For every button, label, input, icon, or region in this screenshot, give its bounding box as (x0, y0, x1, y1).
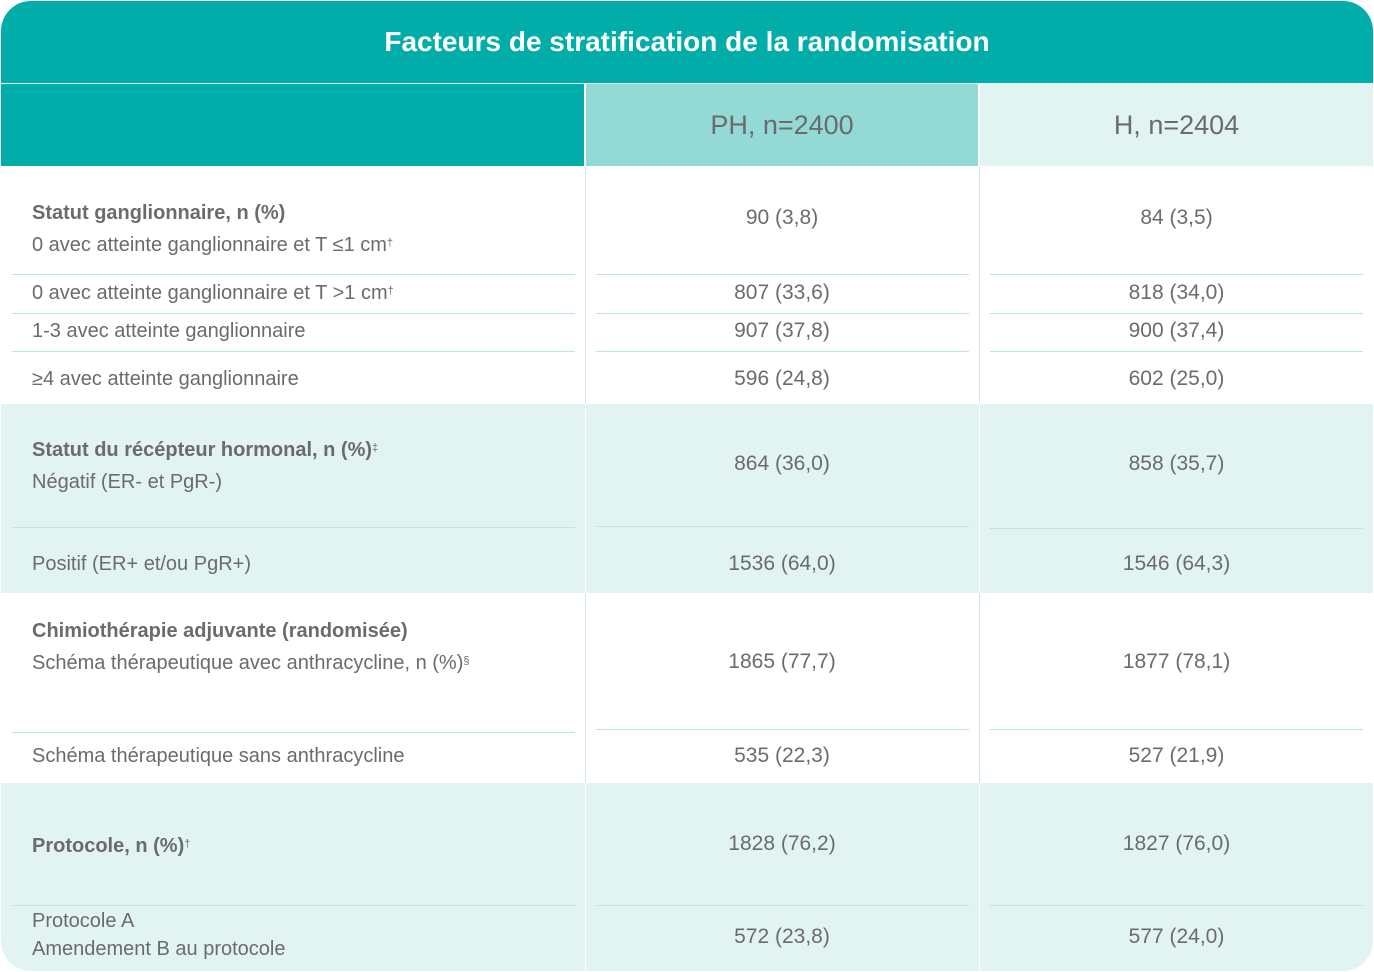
footnote-mark: † (184, 838, 191, 850)
section-heading-label: Protocole, n (%)† (32, 830, 190, 862)
row-label: Schéma thérapeutique avec anthracycline,… (32, 647, 469, 679)
section-heading-text: Protocole, n (%) (32, 835, 185, 857)
column-divider (585, 783, 586, 971)
value-ph: 572 (23,8) (734, 925, 830, 948)
column-divider (585, 166, 586, 404)
value-ph: 1536 (64,0) (728, 552, 836, 575)
value-h: 84 (3,5) (1140, 206, 1213, 229)
row-label: 0 avec atteinte ganglionnaire et T ≤1 cm… (32, 229, 393, 261)
column-divider (979, 593, 980, 783)
row-label: Négatif (ER- et PgR-) (32, 466, 222, 498)
footnote-mark: † (387, 285, 394, 297)
row-divider (596, 313, 969, 314)
row-divider (12, 732, 575, 733)
column-divider (979, 783, 980, 971)
row-divider (12, 905, 575, 906)
row-divider (990, 313, 1363, 314)
section-nodal-status: Statut ganglionnaire, n (%) 0 avec attei… (1, 166, 1373, 404)
row-divider (12, 351, 575, 352)
value-ph: 535 (22,3) (734, 744, 830, 767)
row-divider (12, 313, 575, 314)
row-label-text: Négatif (ER- et PgR-) (32, 471, 223, 493)
row-label-text: Positif (ER+ et/ou PgR+) (32, 553, 251, 575)
footnote-mark: § (463, 655, 470, 667)
row-divider (596, 905, 969, 906)
footnote-mark: ‡ (372, 442, 379, 454)
row-label: Protocole A Amendement B au protocole (32, 907, 286, 963)
row-label-text: Schéma thérapeutique avec anthracycline,… (32, 652, 464, 674)
column-divider (979, 166, 980, 404)
row-label: Schéma thérapeutique sans anthracycline (32, 740, 404, 772)
table-title-text: Facteurs de stratification de la randomi… (384, 26, 990, 57)
row-label: ≥4 avec atteinte ganglionnaire (32, 363, 299, 395)
row-divider (990, 905, 1363, 906)
value-ph: 807 (33,6) (734, 281, 830, 304)
value-h: 818 (34,0) (1128, 281, 1225, 304)
header-blank-cell (1, 84, 584, 166)
row-label-text: Protocole A (32, 910, 135, 932)
value-ph: 596 (24,8) (734, 367, 830, 390)
value-ph: 907 (37,8) (734, 319, 830, 342)
column-header-row: PH, n=2400 H, n=2404 (1, 84, 1373, 166)
footnote-mark: † (386, 237, 394, 249)
column-divider (979, 404, 980, 593)
row-divider (12, 274, 575, 275)
section-adjuvant-chemo: Chimiothérapie adjuvante (randomisée) Sc… (1, 593, 1373, 783)
value-h: 858 (35,7) (1128, 452, 1225, 475)
section-protocol: Protocole, n (%)† 1828 (76,2) 1827 (76,0… (1, 783, 1373, 971)
row-divider (990, 729, 1363, 730)
value-h: 602 (25,0) (1128, 367, 1225, 390)
row-divider (596, 526, 969, 527)
row-divider (990, 274, 1363, 275)
row-label-text: 0 avec atteinte ganglionnaire et T >1 cm (32, 282, 388, 304)
value-h: 1827 (76,0) (1122, 832, 1231, 855)
value-h: 577 (24,0) (1128, 925, 1225, 948)
header-h: H, n=2404 (980, 84, 1373, 166)
table-title: Facteurs de stratification de la randomi… (1, 1, 1373, 84)
section-heading-text: Statut du récépteur hormonal, n (%) (32, 439, 373, 461)
row-divider (596, 729, 969, 730)
row-label-text: 1-3 avec atteinte ganglionnaire (32, 320, 306, 342)
column-divider (585, 593, 586, 783)
value-h: 527 (21,9) (1128, 744, 1225, 767)
value-ph: 1828 (76,2) (728, 832, 836, 855)
section-heading-label: Statut du récépteur hormonal, n (%)‡ (32, 434, 378, 466)
row-label: 0 avec atteinte ganglionnaire et T >1 cm… (32, 277, 394, 309)
row-label: 1-3 avec atteinte ganglionnaire (32, 315, 306, 347)
row-divider (12, 527, 575, 528)
column-divider (585, 404, 586, 593)
row-divider (596, 274, 969, 275)
row-label-text: ≥4 avec atteinte ganglionnaire (32, 368, 299, 390)
value-h: 1877 (78,1) (1122, 650, 1231, 673)
value-h: 1546 (64,3) (1122, 552, 1231, 575)
row-divider (596, 351, 969, 352)
row-label-text: 0 avec atteinte ganglionnaire et T ≤1 cm (32, 234, 387, 256)
row-label: Positif (ER+ et/ou PgR+) (32, 548, 251, 580)
section-heading-label: Chimiothérapie adjuvante (randomisée) (32, 615, 408, 647)
value-h: 900 (37,4) (1128, 319, 1225, 342)
section-heading-label: Statut ganglionnaire, n (%) (32, 197, 285, 229)
value-ph: 1865 (77,7) (728, 650, 836, 673)
value-ph: 90 (3,8) (745, 206, 819, 229)
row-divider (990, 351, 1363, 352)
row-label-text: Schéma thérapeutique sans anthracycline (32, 745, 405, 767)
value-ph: 864 (36,0) (734, 452, 830, 475)
section-hormone-receptor: Statut du récépteur hormonal, n (%)‡ Nég… (1, 404, 1373, 593)
section-heading-text: Chimiothérapie adjuvante (randomisée) (32, 620, 408, 642)
row-divider (990, 528, 1363, 529)
row-label-text: Amendement B au protocole (32, 938, 286, 960)
header-ph: PH, n=2400 (586, 84, 978, 166)
section-heading-text: Statut ganglionnaire, n (%) (32, 202, 286, 224)
